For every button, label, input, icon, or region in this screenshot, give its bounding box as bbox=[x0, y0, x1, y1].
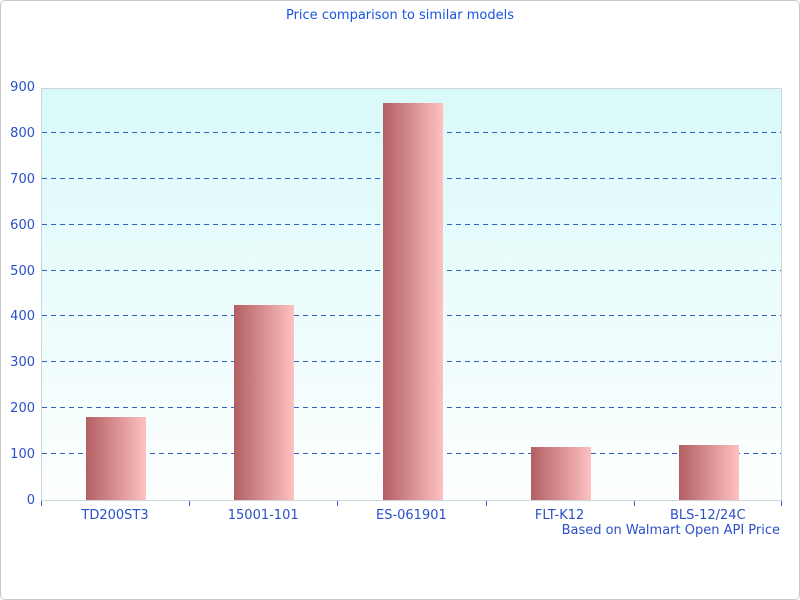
bar-TD200ST3 bbox=[86, 417, 147, 500]
bar-ES-061901 bbox=[382, 103, 443, 500]
chart-caption: Based on Walmart Open API Price bbox=[561, 523, 780, 538]
y-tick-label-400: 400 bbox=[10, 309, 35, 325]
x-tick-mark bbox=[41, 501, 42, 506]
y-tick-label-600: 600 bbox=[10, 217, 35, 233]
x-tick-mark bbox=[485, 501, 487, 506]
y-tick-label-900: 900 bbox=[10, 80, 35, 95]
x-tick-label-BLS-12/24C: BLS-12/24C bbox=[669, 508, 746, 523]
x-tick-mark bbox=[781, 501, 782, 506]
x-tick-mark bbox=[337, 501, 339, 506]
y-tick-label-100: 100 bbox=[10, 447, 35, 463]
y-tick-label-700: 700 bbox=[10, 171, 35, 187]
x-tick-label-15001-101: 15001-101 bbox=[227, 508, 299, 523]
y-tick-label-300: 300 bbox=[10, 355, 35, 371]
x-tick-mark bbox=[633, 501, 635, 506]
x-tick-label-ES-061901: ES-061901 bbox=[375, 508, 447, 523]
bar-BLS-12/24C bbox=[678, 444, 739, 500]
plot-area bbox=[41, 88, 782, 501]
y-tick-label-800: 800 bbox=[10, 125, 35, 141]
x-tick-label-FLT-K12: FLT-K12 bbox=[534, 508, 585, 523]
bar-FLT-K12 bbox=[530, 447, 591, 500]
y-tick-label-200: 200 bbox=[10, 401, 35, 417]
chart-title: Price comparison to similar models bbox=[285, 8, 515, 23]
x-tick-label-TD200ST3: TD200ST3 bbox=[81, 508, 149, 523]
y-tick-label-0: 0 bbox=[26, 493, 35, 508]
x-tick-mark bbox=[189, 501, 191, 506]
bar-15001-101 bbox=[234, 304, 295, 500]
y-tick-label-500: 500 bbox=[10, 263, 35, 279]
